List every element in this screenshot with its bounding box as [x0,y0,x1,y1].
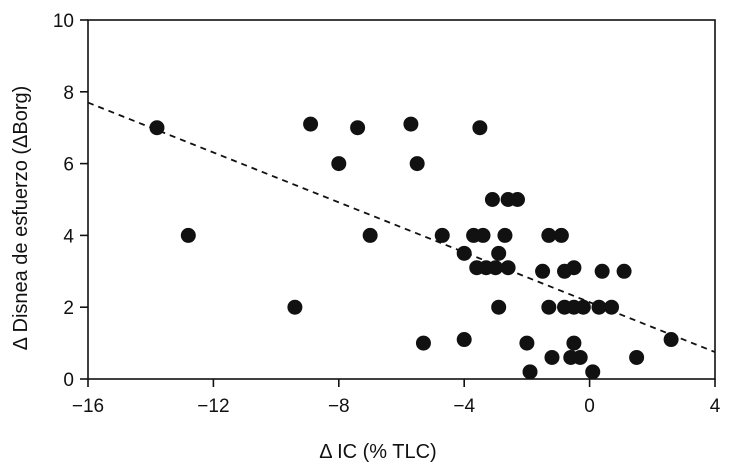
data-point [456,332,472,348]
data-point [519,335,535,351]
data-point [663,332,679,348]
data-point [350,120,366,136]
data-point [541,227,557,243]
y-tick-label: 4 [63,226,74,247]
data-point [535,263,551,279]
data-point [594,263,610,279]
data-point [434,227,450,243]
x-tick-label: −4 [453,396,475,417]
y-tick-label: 6 [63,155,74,176]
data-point [475,227,491,243]
data-point [566,335,582,351]
axes-layer [87,19,716,380]
y-ticks: 0 2 4 6 8 10 [53,11,88,391]
x-ticks: −16 −12 −8 −4 0 4 [72,379,721,417]
data-point [415,335,431,351]
x-tick-label: −12 [197,396,229,417]
data-point [497,227,513,243]
data-point [541,299,557,315]
y-axis-label: Δ Disnea de esfuerzo (ΔBorg) [10,86,32,351]
data-point [544,349,560,365]
data-point [287,299,303,315]
data-point [566,260,582,276]
y-tick-label: 0 [63,370,74,391]
x-tick-label: −16 [72,396,104,417]
data-point [616,263,632,279]
data-point [629,349,645,365]
y-tick-label: 8 [63,83,74,104]
data-point [491,299,507,315]
data-point [572,349,588,365]
data-point [362,227,378,243]
data-point [180,227,196,243]
data-points-layer [149,116,679,380]
x-tick-label: 0 [584,396,595,417]
data-point [553,227,569,243]
x-tick-label: −8 [328,396,350,417]
y-tick-label: 2 [63,298,74,319]
data-point [331,156,347,172]
data-point [522,364,538,380]
data-point [575,299,591,315]
x-axis-label: Δ IC (% TLC) [319,441,436,463]
data-point [509,192,525,207]
data-point [409,156,425,172]
data-point [472,120,488,136]
data-point [491,245,507,261]
data-point [591,299,607,315]
x-tick-label: 4 [710,396,721,417]
data-point [149,120,165,136]
data-point [484,192,500,207]
data-point [500,260,516,276]
data-point [585,364,601,380]
data-point [604,299,620,315]
y-tick-label: 10 [53,11,74,32]
trendline-layer [87,101,716,353]
data-point [488,260,504,276]
trendline [87,101,716,353]
data-point [456,245,472,261]
data-point [403,116,419,132]
plot-frame [87,19,716,380]
data-point [303,116,319,132]
